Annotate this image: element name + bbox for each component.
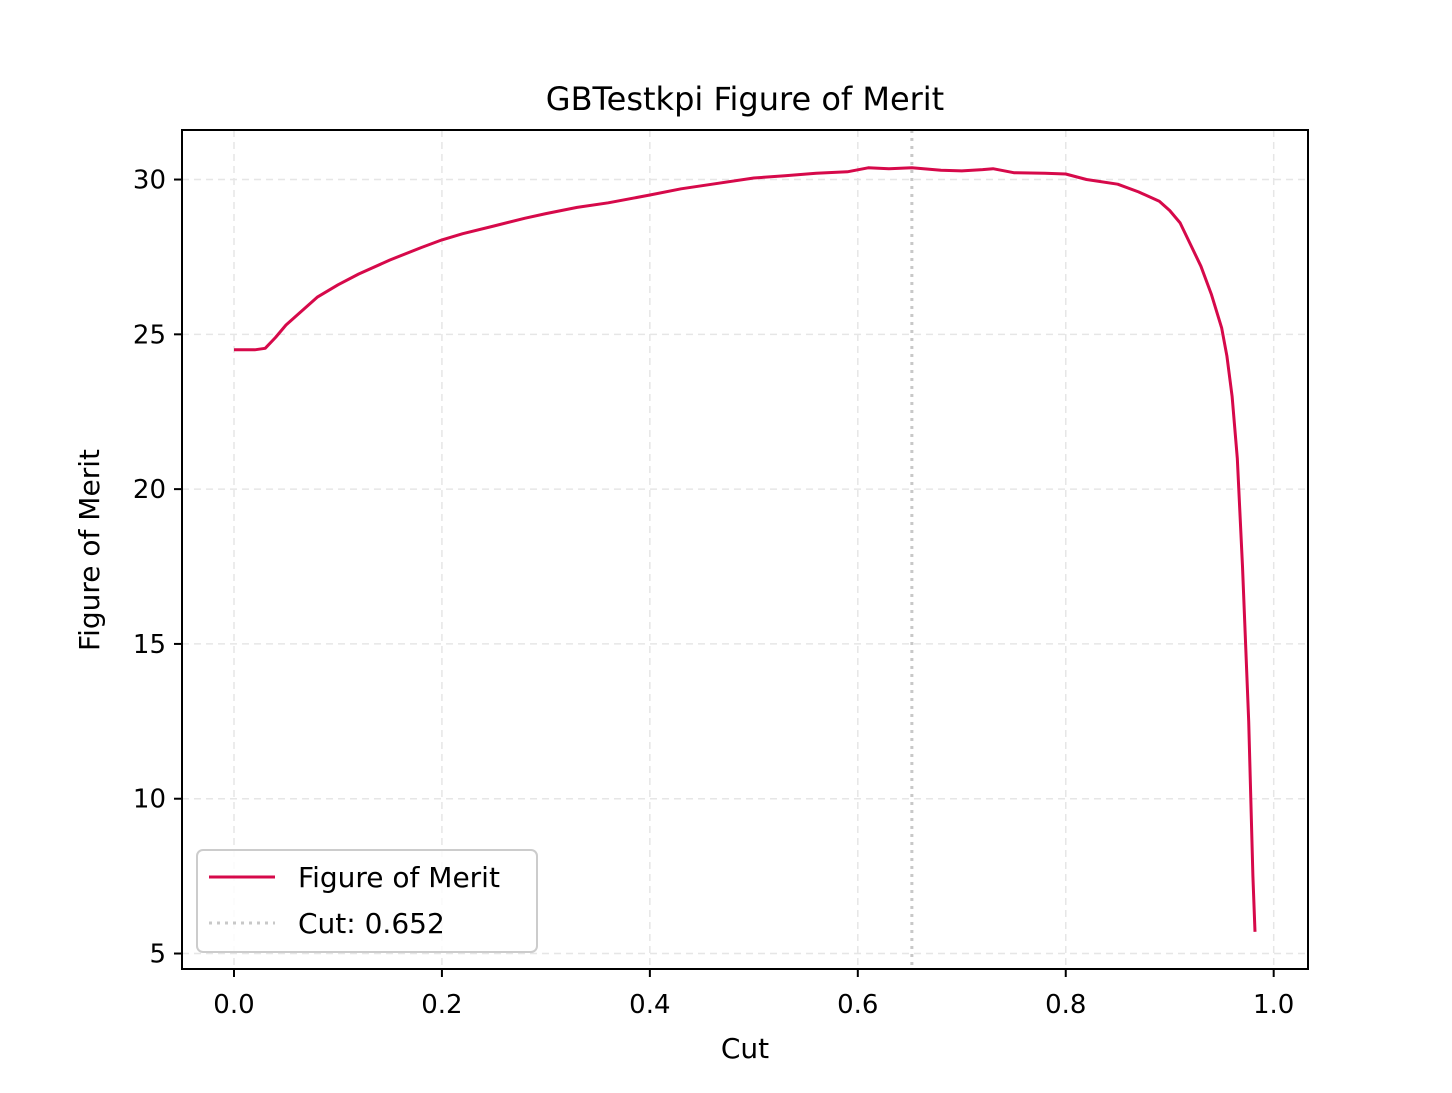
y-tick-label: 10 xyxy=(133,785,166,815)
x-tick-label: 0.0 xyxy=(213,990,254,1020)
series-layer xyxy=(234,166,1257,932)
chart-title: GBTestkpi Figure of Merit xyxy=(546,80,944,118)
y-tick-label: 5 xyxy=(149,940,166,970)
x-axis-title: Cut xyxy=(721,1032,769,1065)
x-tick-label: 0.8 xyxy=(1045,990,1086,1020)
x-tick-label: 0.6 xyxy=(837,990,878,1020)
y-axis-ticks: 5 10 15 20 25 30 xyxy=(133,166,182,970)
series-line-figure-of-merit xyxy=(234,166,1257,932)
legend-label-cut: Cut: 0.652 xyxy=(298,907,445,940)
legend-label-series: Figure of Merit xyxy=(298,861,500,894)
legend: Figure of Merit Cut: 0.652 xyxy=(196,849,538,953)
y-tick-label: 30 xyxy=(133,166,166,196)
y-tick-label: 15 xyxy=(133,630,166,660)
x-tick-label: 0.2 xyxy=(421,990,462,1020)
x-tick-label: 1.0 xyxy=(1253,990,1294,1020)
y-tick-label: 20 xyxy=(133,475,166,505)
y-axis-title: Figure of Merit xyxy=(73,449,106,651)
x-tick-label: 0.4 xyxy=(629,990,670,1020)
y-tick-label: 25 xyxy=(133,320,166,350)
grid-lines xyxy=(182,130,1308,969)
legend-box xyxy=(196,849,538,953)
x-axis-ticks: 0.0 0.2 0.4 0.6 0.8 1.0 xyxy=(213,969,1294,1020)
plot-frame xyxy=(181,129,1309,970)
